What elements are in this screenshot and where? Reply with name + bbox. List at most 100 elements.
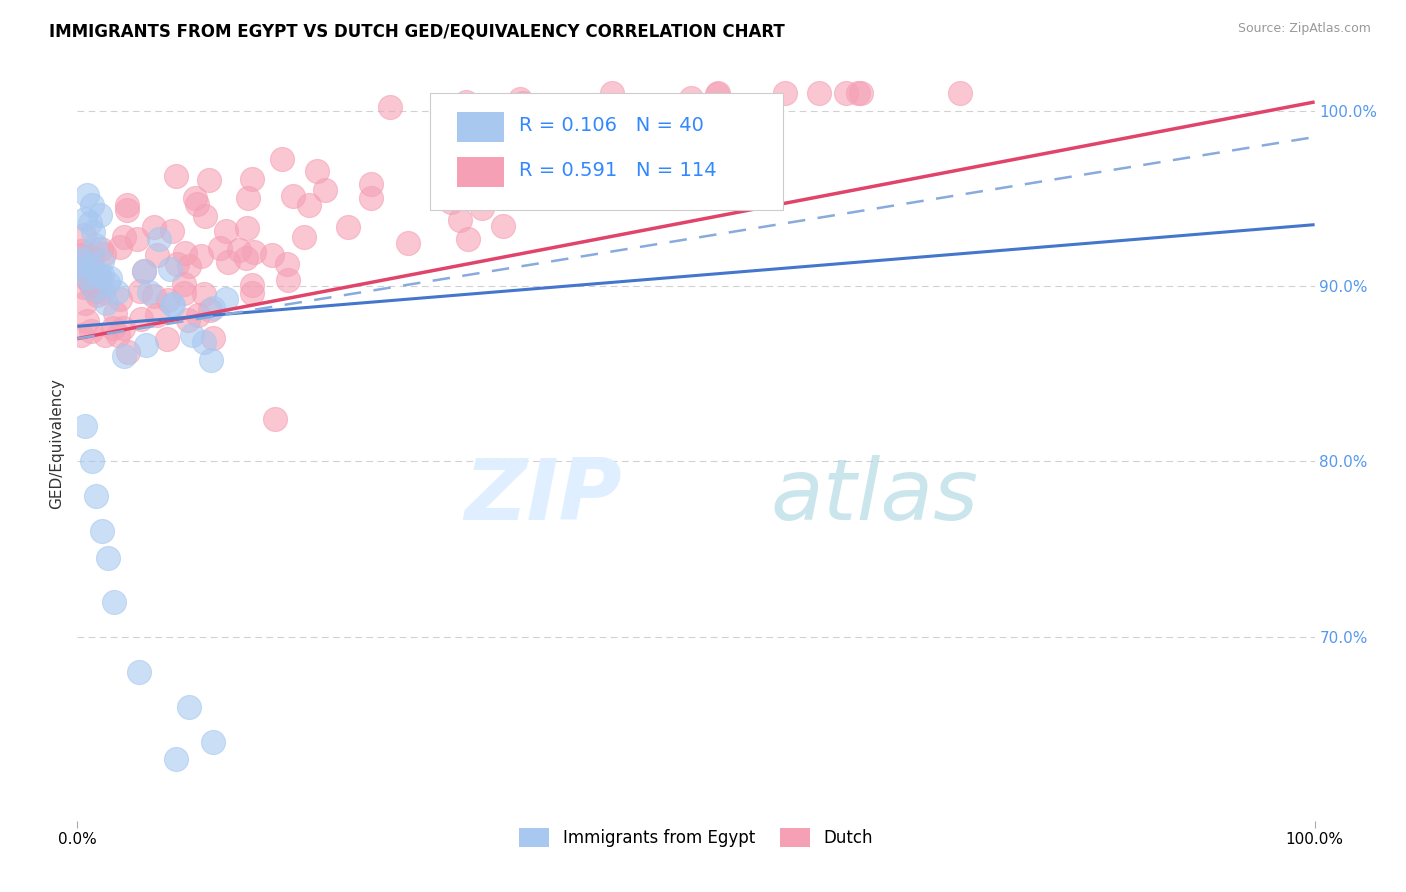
Point — [103, 594, 125, 608]
Point — [378, 100, 401, 114]
Point — [111, 321, 134, 335]
Point — [509, 92, 531, 106]
Point — [112, 230, 135, 244]
Point — [491, 156, 513, 170]
Point — [134, 264, 156, 278]
Text: R = 0.591   N = 114: R = 0.591 N = 114 — [519, 161, 717, 180]
Point — [240, 277, 263, 292]
Point — [240, 285, 263, 300]
Point — [115, 197, 138, 211]
Legend: Immigrants from Egypt, Dutch: Immigrants from Egypt, Dutch — [513, 822, 879, 854]
Text: Source: ZipAtlas.com: Source: ZipAtlas.com — [1237, 22, 1371, 36]
Point — [180, 328, 202, 343]
Text: ZIP: ZIP — [464, 455, 621, 538]
Point — [360, 177, 382, 191]
Point — [89, 208, 111, 222]
Point — [165, 752, 187, 766]
Point — [84, 284, 107, 298]
Point — [80, 324, 103, 338]
Point — [156, 332, 179, 346]
Point — [79, 216, 101, 230]
Point — [138, 285, 160, 299]
Point — [292, 229, 315, 244]
Point — [105, 285, 128, 299]
Point — [851, 86, 873, 100]
Point — [94, 296, 117, 310]
Point — [117, 345, 139, 359]
Point — [179, 259, 201, 273]
Point — [336, 220, 359, 235]
Point — [193, 287, 215, 301]
Point — [201, 301, 224, 315]
Y-axis label: GED/Equivalency: GED/Equivalency — [49, 378, 65, 509]
Point — [441, 190, 464, 204]
Point — [447, 148, 470, 162]
Point — [240, 172, 263, 186]
Point — [97, 550, 120, 565]
Point — [73, 212, 96, 227]
Point — [215, 224, 238, 238]
FancyBboxPatch shape — [430, 94, 783, 211]
Point — [724, 110, 747, 124]
Point — [131, 311, 153, 326]
Point — [491, 178, 513, 192]
Point — [104, 306, 127, 320]
Point — [91, 285, 114, 300]
Point — [82, 277, 104, 291]
Point — [97, 276, 120, 290]
Point — [91, 254, 114, 268]
Point — [91, 524, 114, 539]
Point — [86, 288, 108, 302]
Point — [198, 173, 221, 187]
Point — [80, 198, 103, 212]
Point — [90, 273, 112, 287]
Point — [492, 136, 515, 150]
Point — [146, 248, 169, 262]
Point — [76, 260, 98, 275]
Point — [115, 203, 138, 218]
Point — [69, 327, 91, 342]
Point — [436, 129, 458, 144]
Point — [77, 273, 100, 287]
Point — [846, 86, 869, 100]
Point — [160, 297, 183, 311]
Point — [208, 241, 231, 255]
Point — [112, 349, 135, 363]
Point — [707, 86, 730, 100]
Bar — [457, 157, 505, 187]
Point — [706, 87, 728, 101]
Point — [108, 293, 131, 307]
Point — [165, 169, 187, 183]
Point — [132, 263, 155, 277]
Point — [110, 240, 132, 254]
Point — [471, 201, 494, 215]
Point — [69, 261, 91, 276]
Point — [177, 313, 200, 327]
Point — [125, 232, 148, 246]
Point — [82, 282, 104, 296]
Point — [202, 735, 225, 749]
Point — [360, 191, 382, 205]
Point — [512, 95, 534, 110]
Point — [107, 327, 129, 342]
Point — [492, 219, 515, 233]
Point — [183, 191, 205, 205]
Point — [69, 247, 91, 261]
Point — [93, 247, 115, 261]
Point — [773, 86, 796, 100]
Point — [260, 248, 283, 262]
Point — [173, 246, 195, 260]
Point — [276, 257, 298, 271]
Point — [193, 335, 215, 350]
Point — [194, 209, 217, 223]
Point — [449, 213, 471, 227]
Point — [177, 699, 200, 714]
Point — [143, 220, 166, 235]
Point — [679, 91, 702, 105]
Point — [162, 298, 184, 312]
Point — [314, 183, 336, 197]
Point — [600, 86, 623, 100]
Point — [173, 285, 195, 300]
Point — [456, 95, 478, 109]
Point — [807, 86, 830, 100]
